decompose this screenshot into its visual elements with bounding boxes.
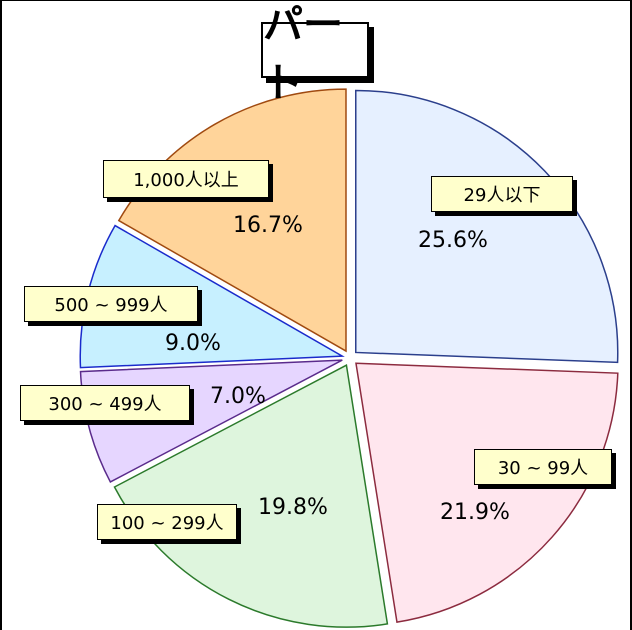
slice-value-29-or-less: 25.6% xyxy=(418,228,488,253)
slice-30-99 xyxy=(355,362,619,623)
slice-label-29-or-less: 29人以下 xyxy=(431,176,573,212)
slice-label-1000-or-more: 1,000人以上 xyxy=(103,160,269,198)
chart-title: パート xyxy=(261,2,369,106)
slice-label-100-299: 100 ~ 299人 xyxy=(97,504,237,540)
slice-value-30-99: 21.9% xyxy=(440,500,510,525)
slice-value-100-299: 19.8% xyxy=(258,495,328,520)
slice-value-500-999: 9.0% xyxy=(165,331,221,356)
slice-value-300-499: 7.0% xyxy=(210,384,266,409)
slice-29-or-less xyxy=(355,89,619,364)
slice-label-300-499: 300 ~ 499人 xyxy=(20,385,190,421)
slice-value-1000-or-more: 16.7% xyxy=(233,213,303,238)
slice-label-30-99: 30 ~ 99人 xyxy=(474,449,612,485)
slice-label-500-999: 500 ~ 999人 xyxy=(24,286,198,322)
